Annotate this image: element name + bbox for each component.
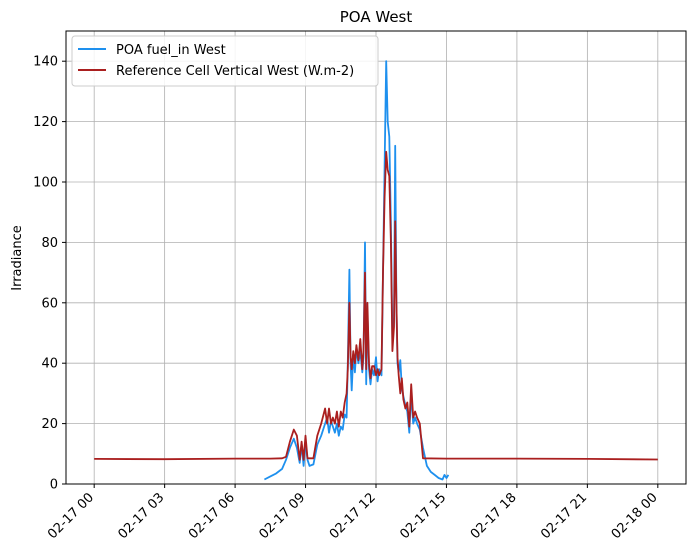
series-line-2	[94, 150, 658, 461]
legend-label-2: Reference Cell Vertical West (W.m-2)	[116, 64, 354, 79]
y-tick-label: 40	[41, 357, 58, 372]
legend-label-1: POA fuel_in West	[116, 43, 226, 58]
y-tick-label: 140	[33, 55, 58, 70]
chart-title: POA West	[340, 8, 413, 26]
y-tick-label: 0	[50, 478, 58, 493]
y-tick-label: 120	[33, 115, 58, 130]
legend: POA fuel_in West Reference Cell Vertical …	[71, 35, 379, 87]
y-axis-label: Irradiance	[10, 225, 25, 290]
y-axis: 0 20 40 60 80 100 120 140	[33, 55, 66, 493]
y-tick-label: 60	[41, 296, 58, 311]
y-tick-label: 20	[41, 417, 58, 432]
y-tick-label: 100	[33, 176, 58, 191]
y-tick-label: 80	[41, 236, 58, 251]
legend-box	[71, 35, 379, 87]
series-layer	[94, 60, 658, 481]
